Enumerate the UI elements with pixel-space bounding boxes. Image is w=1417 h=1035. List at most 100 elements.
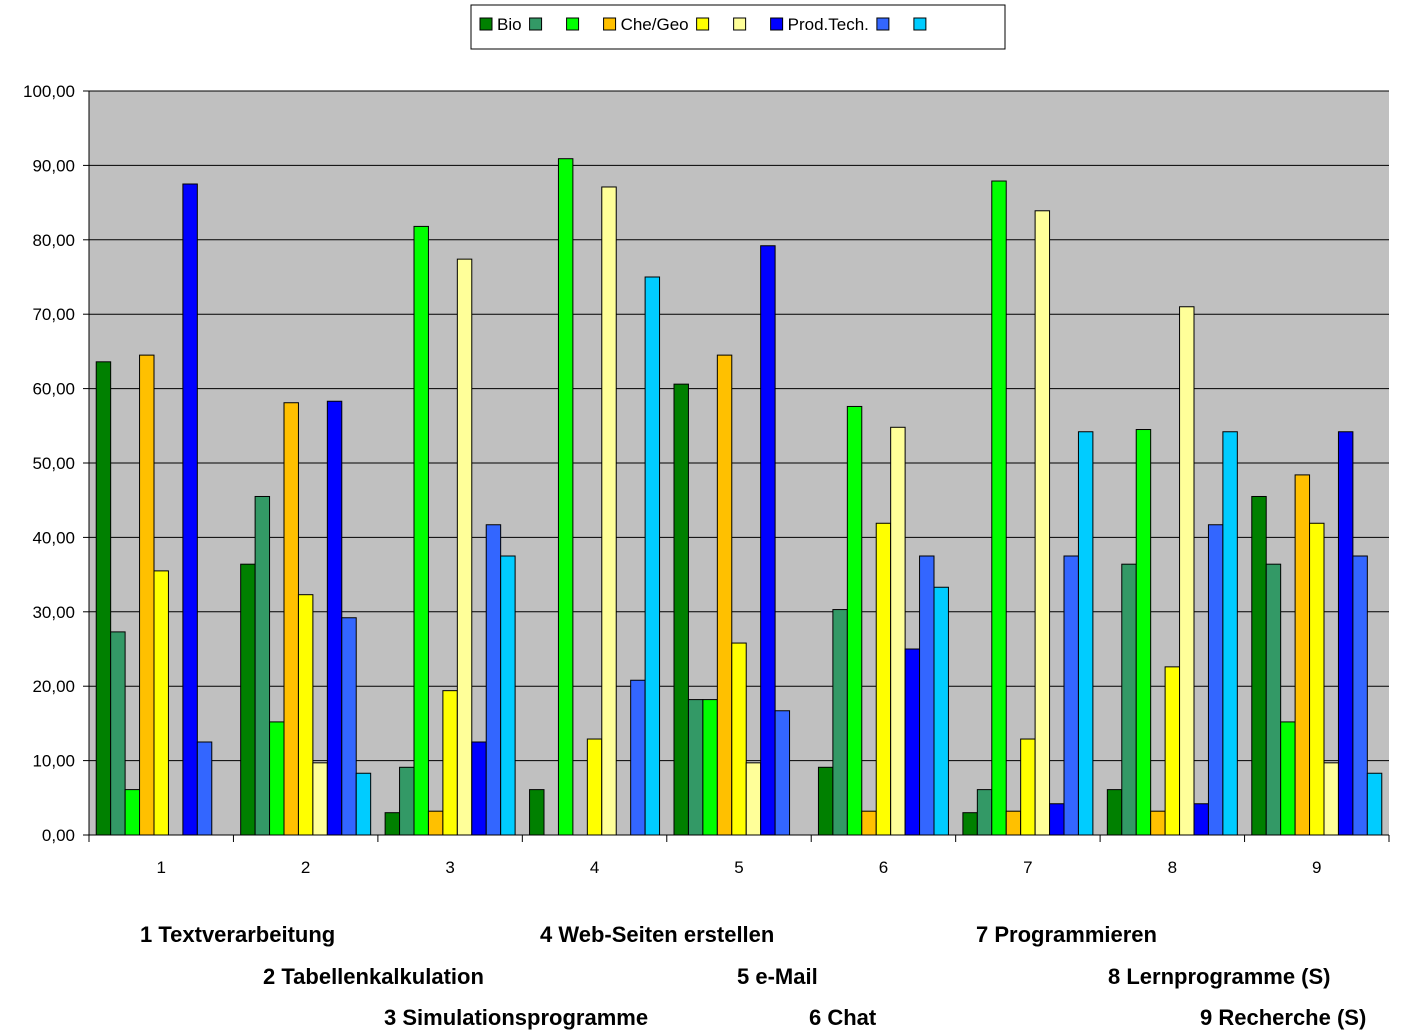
bar	[1034, 210, 1051, 836]
y-tick-label: 60,00	[32, 380, 75, 399]
legend-label: Che/Geo	[621, 15, 689, 34]
legend-label: Prod.Tech.	[788, 15, 869, 34]
bar	[110, 631, 126, 836]
bar	[1222, 431, 1238, 836]
bar	[355, 772, 372, 836]
legend-swatch	[876, 17, 890, 31]
bar	[95, 361, 112, 836]
y-tick-label: 70,00	[32, 305, 75, 324]
bar	[861, 810, 877, 836]
footnote-3: 3 Simulationsprogramme	[384, 1005, 649, 1030]
bar	[586, 738, 603, 836]
bar	[687, 699, 704, 836]
bar	[557, 158, 574, 836]
bar	[1020, 738, 1036, 836]
bar	[630, 679, 646, 836]
legend-label: Bio	[497, 15, 522, 34]
bar	[962, 812, 978, 836]
bar	[1179, 306, 1195, 836]
bar	[1063, 555, 1079, 836]
x-tick-label: 8	[1168, 858, 1177, 877]
bar	[644, 276, 661, 836]
y-tick-label: 30,00	[32, 603, 75, 622]
bar	[1193, 803, 1209, 836]
bar	[745, 762, 762, 836]
bar	[485, 524, 502, 836]
bar	[1207, 524, 1224, 836]
y-tick-label: 40,00	[32, 528, 75, 547]
bar	[904, 648, 921, 836]
bar	[702, 699, 718, 836]
bar	[399, 766, 415, 836]
legend-swatch	[913, 17, 927, 31]
bar	[1294, 474, 1311, 836]
x-tick-label: 1	[156, 858, 165, 877]
bar	[890, 426, 906, 836]
bar	[196, 741, 213, 836]
bar	[1323, 762, 1339, 836]
footnote-1: 1 Textverarbeitung	[140, 922, 336, 947]
bar	[297, 594, 314, 836]
bar	[500, 555, 516, 836]
footnote-4: 4 Web-Seiten erstellen	[540, 922, 775, 947]
bar	[875, 522, 892, 836]
bar	[1005, 810, 1022, 836]
bar	[1352, 555, 1368, 836]
bar	[1164, 666, 1181, 836]
bar	[673, 383, 689, 836]
bar	[1280, 721, 1296, 836]
bar	[933, 586, 949, 836]
bar	[832, 609, 848, 836]
bar	[312, 762, 328, 836]
bar	[1366, 772, 1383, 836]
legend: Bio Che/Geo Prod.Tech.	[470, 4, 1006, 50]
bar	[1106, 789, 1123, 836]
bar	[471, 741, 487, 836]
bar	[716, 354, 733, 836]
y-tick-label: 80,00	[32, 231, 75, 250]
x-tick-label: 6	[879, 858, 888, 877]
bar	[283, 402, 299, 836]
legend-swatch	[529, 17, 543, 31]
legend-swatch	[696, 17, 710, 31]
y-tick-label: 20,00	[32, 677, 75, 696]
x-tick-label: 3	[445, 858, 454, 877]
bar	[731, 642, 747, 836]
footnote-2: 2 Tabellenkalkulation	[263, 964, 484, 989]
legend-swatch	[733, 17, 747, 31]
x-tick-label: 7	[1023, 858, 1032, 877]
x-tick-label: 9	[1312, 858, 1321, 877]
bar	[153, 570, 169, 836]
footnote-6: 6 Chat	[809, 1005, 877, 1030]
y-tick-label: 50,00	[32, 454, 75, 473]
legend-swatch	[770, 17, 784, 31]
bar	[1077, 431, 1094, 836]
legend-swatch	[479, 17, 493, 31]
bar	[1121, 563, 1137, 836]
bar	[240, 563, 256, 836]
bar	[326, 400, 343, 836]
bar	[919, 555, 935, 836]
footnote-8: 8 Lernprogramme (S)	[1108, 964, 1331, 989]
bar	[1309, 522, 1325, 836]
bar	[846, 405, 863, 836]
y-tick-label: 10,00	[32, 752, 75, 771]
bar	[1251, 495, 1267, 836]
bar	[1049, 803, 1065, 836]
x-tick-label: 2	[301, 858, 310, 877]
bar	[817, 766, 834, 836]
bar	[774, 710, 791, 836]
legend-swatch	[566, 17, 580, 31]
bar	[529, 789, 545, 836]
legend-swatch	[603, 17, 617, 31]
bar	[182, 183, 198, 836]
x-tick-label: 5	[734, 858, 743, 877]
bar	[269, 721, 285, 836]
bar	[1150, 810, 1166, 836]
bar	[413, 225, 429, 836]
bar	[427, 810, 444, 836]
axes: 0,00 10,00 20,00 30,00 40,00 50,00 60,00 70,00 8…	[23, 82, 1390, 877]
y-tick-label: 90,00	[32, 156, 75, 175]
bar	[1265, 563, 1282, 836]
